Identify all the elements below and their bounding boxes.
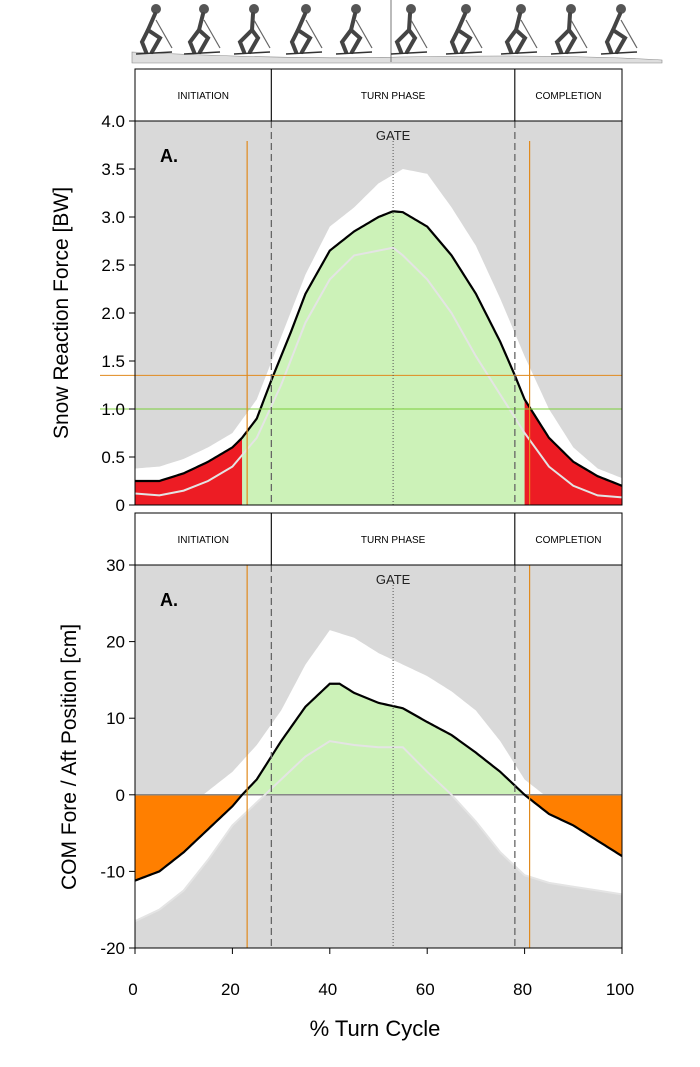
x-tick-label: 80 xyxy=(513,980,532,999)
mean-line xyxy=(134,682,623,882)
y-tick-label: 4.0 xyxy=(101,112,125,131)
y-tick-label: 0 xyxy=(116,786,125,805)
panel-tag: A. xyxy=(160,590,178,610)
skier-figure-icon xyxy=(183,4,221,55)
high-force-region xyxy=(242,211,525,506)
phase-label: INITIATION xyxy=(177,91,228,102)
y-tick-label: -10 xyxy=(100,862,125,881)
phase-label: TURN PHASE xyxy=(361,91,426,102)
y-tick-label: 3.0 xyxy=(101,208,125,227)
y-tick-label: 3.5 xyxy=(101,160,125,179)
y-tick-label: 1.5 xyxy=(101,352,125,371)
phase-label: COMPLETION xyxy=(535,91,601,102)
sd-band xyxy=(135,169,622,498)
skier-figure-icon xyxy=(600,4,638,55)
x-tick-label: 60 xyxy=(416,980,435,999)
fore-region xyxy=(242,683,525,795)
phase-box xyxy=(514,68,623,122)
force-y-tick-labels: 4.0 3.5 3.0 2.5 2.0 1.5 1.0 0.5 0 xyxy=(101,112,135,515)
y-tick-label: 0.5 xyxy=(101,448,125,467)
y-tick-label: -20 xyxy=(100,939,125,958)
com-y-axis-label: COM Fore / Aft Position [cm] xyxy=(58,624,81,890)
com-plot-area: GATE A. xyxy=(134,564,623,949)
sd-band xyxy=(135,630,622,922)
x-tick-label: 20 xyxy=(221,980,240,999)
phase-label: INITIATION xyxy=(177,535,228,546)
phase-label: COMPLETION xyxy=(535,535,601,546)
skier-figure-icon xyxy=(390,4,428,55)
gate-label: GATE xyxy=(376,128,411,143)
y-tick-label: 10 xyxy=(106,709,125,728)
com-phase-header: INITIATION TURN PHASE COMPLETION xyxy=(134,512,623,566)
force-plot-area: GATE A. xyxy=(100,120,623,506)
y-tick-label: 2.5 xyxy=(101,256,125,275)
panel-tag: A. xyxy=(160,146,178,166)
skier-sequence-illustration xyxy=(131,0,663,64)
phase-label: TURN PHASE xyxy=(361,535,426,546)
skier-figure-icon xyxy=(335,4,373,55)
skier-figure-icon xyxy=(500,4,538,55)
x-axis-label: % Turn Cycle xyxy=(310,1016,441,1041)
force-y-axis-label: Snow Reaction Force [BW] xyxy=(50,187,73,439)
x-tick-label: 0 xyxy=(128,980,137,999)
aft-region-initiation xyxy=(135,794,243,881)
y-tick-label: 30 xyxy=(106,556,125,575)
phase-box xyxy=(514,512,623,566)
lower-sd-line xyxy=(134,246,623,499)
force-phase-header: INITIATION TURN PHASE COMPLETION xyxy=(134,68,623,122)
y-tick-label: 20 xyxy=(106,633,125,652)
phase-box xyxy=(134,68,272,122)
gate-label: GATE xyxy=(376,572,411,587)
y-tick-label: 1.0 xyxy=(101,400,125,419)
skier-figure-icon xyxy=(550,4,588,55)
y-tick-label: 2.0 xyxy=(101,304,125,323)
x-tick-label: 100 xyxy=(606,980,634,999)
x-tick-label: 40 xyxy=(318,980,337,999)
low-force-region-completion xyxy=(524,399,622,505)
lower-sd-line xyxy=(134,740,623,923)
skier-figure-icon xyxy=(285,4,323,55)
com-y-tick-labels: 30 20 10 0 -10 -20 xyxy=(100,556,135,958)
com-x-tick-labels: 0 20 40 60 80 100 xyxy=(128,948,634,999)
y-tick-label: 0 xyxy=(116,496,125,515)
plot-frame xyxy=(134,564,623,949)
skier-figure-icon xyxy=(135,4,173,55)
skier-figure-icon xyxy=(233,4,271,55)
mean-line xyxy=(135,210,623,487)
skier-figure-icon xyxy=(445,4,483,55)
